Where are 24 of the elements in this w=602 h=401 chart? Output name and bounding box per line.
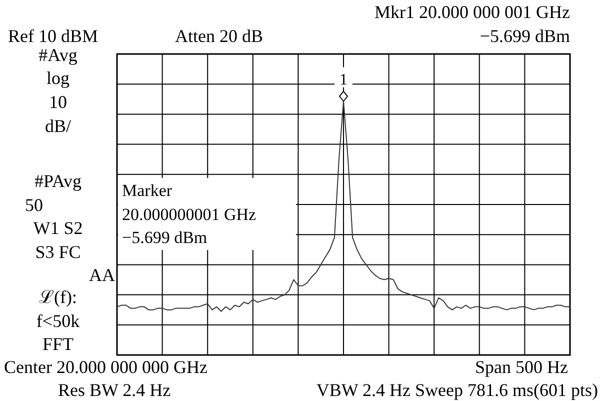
text: 10	[49, 92, 67, 112]
text: AA	[89, 265, 115, 285]
text: W1 S2	[33, 218, 83, 238]
text: FFT	[42, 334, 74, 354]
text: log	[46, 68, 70, 88]
text: #PAvg	[34, 171, 82, 191]
text: 50	[25, 195, 43, 215]
annotation: 20.000000001 GHz	[122, 205, 257, 224]
annotation: −5.699 dBm	[122, 228, 208, 247]
text: Span 500 Hz	[475, 357, 568, 377]
annotation: Marker	[122, 181, 172, 200]
text: S3 FC	[35, 242, 81, 262]
text: Res BW 2.4 Hz	[58, 380, 171, 400]
text: Mkr1 20.000 000 001 GHz	[374, 2, 570, 22]
text: VBW 2.4 Hz Sweep 781.6 ms(601 pts)	[316, 380, 598, 400]
text: #Avg	[38, 45, 78, 65]
text: 1	[340, 71, 348, 88]
text: ℒ(f):	[39, 287, 77, 307]
text: Atten 20 dB	[175, 26, 263, 46]
text: f<50k	[36, 311, 80, 331]
text: dB/	[44, 116, 72, 136]
text: Ref 10 dBM	[8, 26, 98, 46]
text: Center 20.000 000 000 GHz	[4, 357, 208, 377]
text: −5.699 dBm	[480, 26, 570, 46]
